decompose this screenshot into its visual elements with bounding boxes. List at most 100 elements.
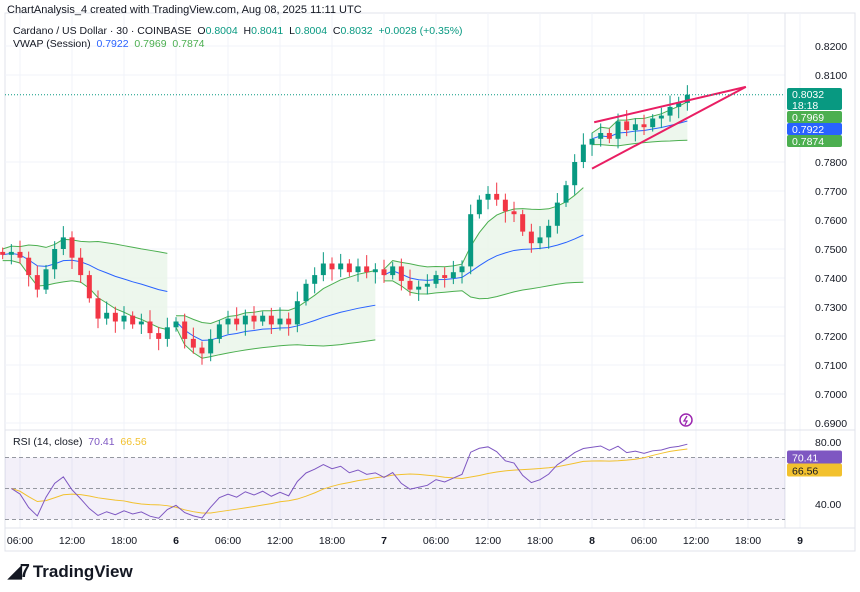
price-tick-label: 0.7600 (815, 215, 847, 227)
candle-body (520, 214, 526, 232)
vwap-legend[interactable]: VWAP (Session) 0.7922 0.7969 0.7874 (13, 38, 205, 50)
rsi-ma-badge (787, 463, 842, 477)
candle-body (112, 312, 118, 322)
candle-body (303, 283, 309, 302)
symbol-name: Cardano / US Dollar · 30 · COINBASE (13, 25, 192, 37)
candle-body (615, 121, 621, 139)
vwap-lower-value: 0.7874 (172, 38, 205, 50)
wedge-upper-trendline[interactable] (593, 85, 747, 124)
candle-body (632, 124, 638, 131)
candle-body (424, 283, 430, 287)
candle-body (346, 263, 352, 273)
price-tick-label: 0.7200 (815, 331, 847, 343)
candle-body (390, 266, 396, 276)
rsi-value: 70.41 (88, 436, 115, 448)
time-tick-label: 9 (797, 535, 803, 547)
vwap-lower-band (2, 260, 168, 331)
candle-body (312, 275, 318, 284)
high-value: 0.8041 (251, 25, 284, 37)
time-tick-label: 06:00 (215, 535, 241, 547)
rsi-ma-line (11, 448, 688, 514)
rsi-band-background (5, 457, 785, 520)
candle-body (528, 231, 534, 244)
time-tick-label: 18:00 (111, 535, 137, 547)
vwap-badge-text: 0.7922 (792, 124, 824, 136)
vwap-upper-badge (787, 111, 842, 123)
rsi-ma-badge-text: 66.56 (792, 466, 818, 478)
candle-body (0, 251, 6, 255)
candle-body (502, 199, 508, 212)
low-value: 0.8004 (294, 25, 328, 37)
time-tick-label: 06:00 (7, 535, 33, 547)
rsi-label: RSI (14, close) (13, 436, 83, 448)
price-tick-label: 0.7100 (815, 360, 847, 372)
candle-body (286, 318, 292, 325)
chart-frame (4, 12, 856, 552)
candle-body (372, 269, 378, 273)
candle-body (320, 263, 326, 276)
time-tick-label: 6 (173, 535, 179, 547)
candle-body (641, 124, 647, 128)
candle-body (355, 266, 361, 273)
candle-body (138, 321, 144, 325)
wedge-lower-trendline[interactable] (591, 86, 747, 170)
lightning-alert-icon[interactable] (679, 413, 693, 427)
time-tick-label: 18:00 (527, 535, 553, 547)
price-tick-label: 0.7500 (815, 244, 847, 256)
candle-body (277, 318, 283, 325)
vwap-band-fill (176, 270, 376, 359)
candle-body (537, 237, 543, 244)
candle-body (225, 318, 231, 325)
candle-body (468, 214, 474, 267)
candle-body (589, 138, 595, 145)
vwap-lower-badge (787, 135, 842, 147)
rsi-tick-label: 40.00 (815, 499, 841, 511)
candle-body (190, 338, 196, 348)
open-label: O (197, 25, 206, 37)
time-tick-label: 12:00 (267, 535, 293, 547)
candle-body (364, 266, 370, 273)
change-value: +0.0028 (+0.35%) (378, 25, 463, 37)
low-label: L (289, 25, 295, 37)
vwap-upper-badge-text: 0.7969 (792, 112, 824, 124)
lightning-icon (682, 415, 689, 426)
rsi-legend[interactable]: RSI (14, close) 70.41 66.56 (13, 436, 147, 448)
vwap-upper-band (176, 269, 376, 324)
candle-body (450, 272, 456, 278)
price-tick-label: 0.8200 (815, 41, 847, 53)
candle-body (60, 237, 66, 249)
candle-body (147, 321, 153, 334)
candle-body (8, 251, 14, 255)
vwap-upper-value: 0.7969 (134, 38, 167, 50)
tradingview-logo-text: TradingView (32, 561, 133, 581)
candle-body (242, 315, 248, 325)
candle-body (95, 298, 101, 319)
candle-body (494, 193, 500, 200)
candle-body (216, 324, 222, 339)
symbol-legend: Cardano / US Dollar · 30 · COINBASE O 0.8… (13, 25, 463, 37)
tradingview-logo-icon: ◢7 (8, 561, 30, 581)
price-tick-label: 0.6900 (815, 418, 847, 430)
vwap-upper-band (2, 238, 168, 254)
candle-body (433, 275, 439, 284)
candle-body (407, 280, 413, 290)
candle-body (34, 275, 40, 290)
candle-body (580, 144, 586, 162)
candle-body (485, 193, 491, 200)
last-price-badge-text: 18:18 (792, 100, 818, 112)
vwap-upper-band (383, 187, 584, 270)
candle-body (17, 251, 23, 258)
candle-body (69, 237, 75, 258)
last-price-badge-text: 0.8032 (792, 89, 824, 101)
candle-body (381, 269, 387, 276)
vwap-band-fill (384, 187, 584, 299)
candle-body (234, 318, 240, 325)
vwap-value: 0.7922 (96, 38, 129, 50)
tradingview-logo[interactable]: ◢7 TradingView (8, 561, 133, 582)
price-tick-label: 0.7700 (815, 186, 847, 198)
candle-body (86, 275, 92, 299)
candle-body (130, 315, 136, 325)
candle-body (684, 94, 690, 103)
candle-body (294, 301, 300, 325)
